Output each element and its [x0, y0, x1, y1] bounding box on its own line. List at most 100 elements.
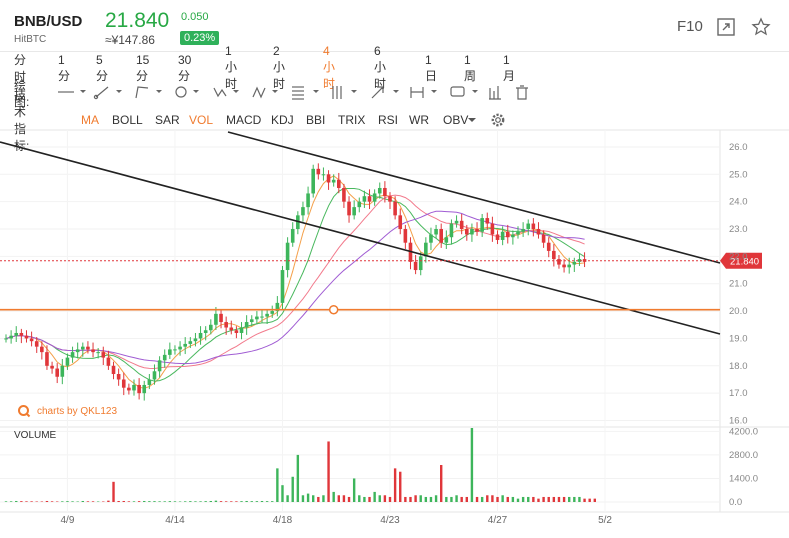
volume-bar [61, 501, 64, 502]
volume-bar [250, 501, 253, 502]
fibonacci-tool-icon[interactable] [292, 86, 319, 100]
candle-body [34, 341, 39, 347]
candle [316, 163, 321, 180]
volume-bar [76, 501, 79, 502]
candle [459, 213, 464, 235]
candle [480, 213, 484, 237]
indicator-vol[interactable]: VOL [189, 113, 214, 127]
timeframe-item[interactable]: 分时 [14, 53, 27, 84]
indicator-trix[interactable]: TRIX [338, 113, 366, 127]
fullscreen-icon[interactable] [717, 18, 735, 41]
indicator-rsi[interactable]: RSI [378, 113, 399, 127]
candle-body [203, 330, 208, 333]
indicator-boll[interactable]: BOLL [112, 113, 143, 127]
candle [367, 189, 372, 210]
trash-icon[interactable] [516, 85, 528, 100]
candle-body [536, 229, 541, 235]
volume-bar [399, 471, 402, 502]
candle [521, 222, 525, 237]
price-change: 0.050 [181, 11, 209, 23]
volume-bar [465, 496, 468, 502]
volume-bar [35, 501, 38, 502]
candle [485, 212, 490, 230]
volume-bar [189, 501, 192, 502]
timeframe-item[interactable]: 2小时 [273, 44, 286, 91]
candle-body [470, 229, 474, 235]
candle-body [326, 174, 331, 183]
comment-tool-icon[interactable] [450, 86, 478, 97]
candle-body [311, 168, 315, 194]
volume-bar [542, 496, 545, 502]
candle [260, 309, 264, 323]
indicator-macd[interactable]: MACD [226, 113, 262, 127]
indicator-wr[interactable]: WR [409, 113, 429, 127]
chart-style-icon[interactable] [489, 86, 501, 100]
volume-bar [388, 496, 392, 502]
f10-button[interactable]: F10 [677, 18, 703, 35]
timeframe-item[interactable]: 15分 [136, 52, 150, 83]
candle-body [403, 229, 408, 243]
candle-body [249, 319, 254, 323]
candle [209, 319, 213, 335]
indicator-ma[interactable]: MA [81, 113, 99, 127]
candle-body [127, 387, 131, 391]
candle [86, 341, 90, 354]
gann-tool-icon[interactable] [332, 86, 357, 99]
candle [29, 331, 34, 347]
shape-tool-icon[interactable] [175, 86, 199, 98]
candle-body [9, 335, 13, 339]
volume-bar [86, 501, 90, 502]
candle-body [429, 234, 433, 243]
ray-tool-icon[interactable] [93, 86, 122, 100]
timeframe-item[interactable]: 30分 [178, 52, 192, 83]
volume-bar [122, 500, 125, 502]
candle-body [459, 220, 464, 230]
indicator-bbi[interactable]: BBI [306, 113, 326, 127]
candle-body [398, 215, 403, 230]
candle-body [557, 259, 561, 265]
volume-bar [455, 495, 458, 502]
volume-bar [255, 501, 259, 502]
timeframe-item[interactable]: 5分 [96, 52, 109, 83]
line-tool-icon[interactable] [58, 90, 86, 93]
timeframe-item[interactable]: 1小时 [225, 44, 238, 91]
candle [265, 309, 269, 324]
candle [306, 186, 310, 215]
candle-body [96, 352, 100, 354]
timeframe-item[interactable]: 1分 [58, 52, 71, 83]
timeframe-item[interactable]: 1周 [464, 52, 477, 83]
volume-bar [148, 501, 151, 502]
candle [60, 358, 65, 385]
candle-body [444, 237, 449, 243]
polyline-tool-icon[interactable] [135, 86, 162, 99]
arrow-tool-icon[interactable] [371, 86, 399, 99]
current-price-tag-label: 21.840 [730, 256, 759, 267]
volume-bar [163, 501, 166, 502]
timeframe-item-active[interactable]: 4小时 [323, 44, 336, 91]
candle [111, 361, 116, 380]
indicator-obv[interactable]: OBV [443, 113, 469, 127]
volume-bar [235, 501, 238, 502]
indicator-more-caret-icon[interactable] [468, 118, 476, 122]
settings-gear-icon[interactable] [491, 113, 505, 127]
candle-body [147, 379, 152, 385]
volume-bar [511, 496, 515, 502]
star-icon[interactable] [751, 17, 771, 42]
measure-tool-icon[interactable] [410, 87, 437, 98]
candle [393, 196, 397, 220]
candle-body [347, 201, 351, 216]
volume-bar [480, 496, 484, 502]
volume-bar [56, 501, 59, 502]
candle [34, 337, 39, 353]
indicator-kdj[interactable]: KDJ [271, 113, 294, 127]
price-cny: ≈¥147.86 [105, 33, 155, 47]
timeframe-item[interactable]: 1日 [425, 52, 438, 83]
timeframe-item[interactable]: 1月 [503, 52, 516, 83]
pattern-tool-icon[interactable] [252, 86, 278, 99]
candle-body [413, 261, 418, 271]
indicator-sar[interactable]: SAR [155, 113, 180, 127]
wave-tool-icon[interactable] [213, 87, 239, 98]
volume-bar [383, 495, 387, 502]
candle-body [101, 352, 106, 358]
